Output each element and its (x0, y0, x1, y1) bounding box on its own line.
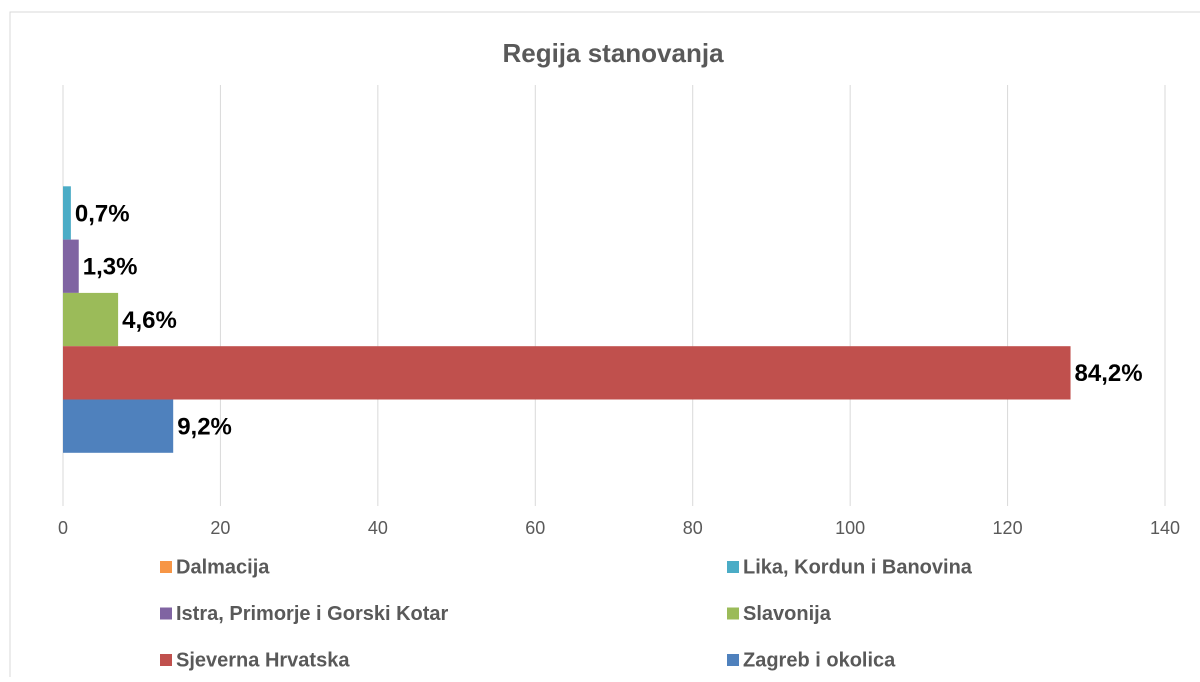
legend-swatch (160, 561, 172, 573)
data-label: 4,6% (122, 307, 177, 334)
x-tick-label: 140 (1150, 518, 1180, 538)
legend-swatch (160, 607, 172, 620)
bar (63, 239, 79, 293)
x-tick-label: 20 (210, 518, 230, 538)
legend-label: Dalmacija (176, 556, 270, 578)
x-tick-label: 40 (368, 518, 388, 538)
data-label: 84,2% (1075, 360, 1143, 387)
data-label: 9,2% (177, 413, 232, 440)
legend-label: Zagreb i okolica (743, 649, 896, 671)
bar (63, 346, 1071, 400)
legend-swatch (727, 654, 739, 666)
x-tick-label: 120 (993, 518, 1023, 538)
legend-label: Sjeverna Hrvatska (176, 649, 350, 671)
x-tick-label: 0 (58, 518, 68, 538)
data-label: 0,7% (75, 200, 130, 227)
chart-title: Regija stanovanja (502, 38, 724, 68)
bar (63, 292, 119, 347)
x-tick-label: 80 (683, 518, 703, 538)
legend-swatch (727, 607, 739, 620)
legend-swatch (727, 561, 739, 573)
bar (63, 186, 71, 240)
legend-label: Lika, Kordun i Banovina (743, 556, 973, 578)
bar (63, 399, 174, 453)
legend-swatch (160, 654, 172, 666)
x-tick-label: 100 (835, 518, 865, 538)
data-label: 1,3% (83, 254, 138, 281)
legend-label: Slavonija (743, 603, 832, 625)
legend-label: Istra, Primorje i Gorski Kotar (176, 603, 449, 625)
x-tick-label: 60 (525, 518, 545, 538)
